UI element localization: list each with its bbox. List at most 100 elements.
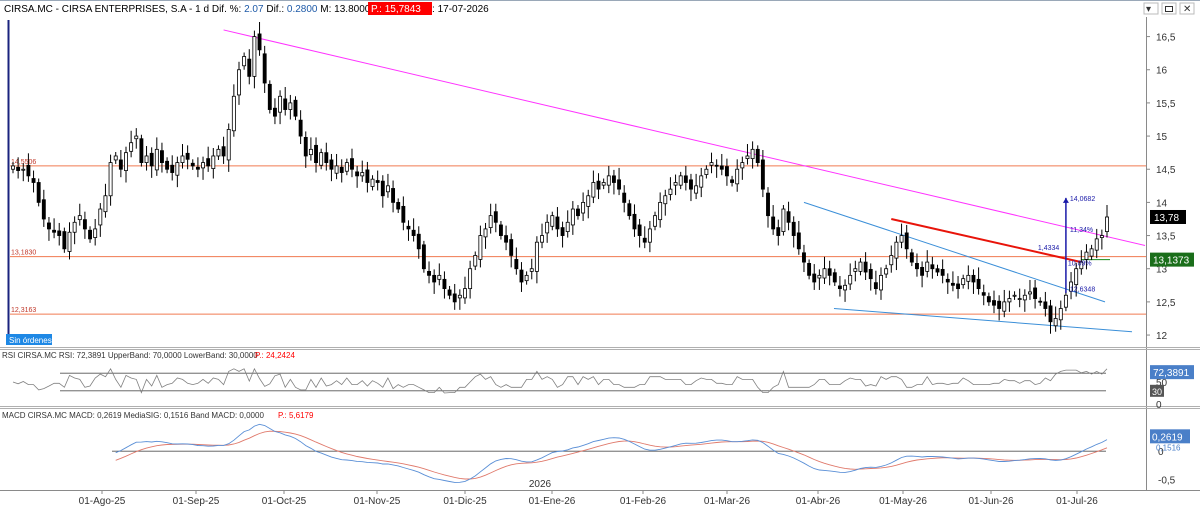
- candle-up: [1084, 251, 1089, 260]
- candle-up: [72, 221, 77, 233]
- candle-down: [776, 227, 781, 236]
- candle-up: [154, 148, 159, 171]
- candle-up: [966, 274, 971, 282]
- macd-header-p: P.: 5,6179: [278, 411, 314, 420]
- candle-up: [540, 235, 544, 243]
- year-label: 2026: [529, 479, 552, 490]
- candle-up: [884, 268, 889, 275]
- candle-up: [858, 261, 863, 272]
- candle-up: [848, 274, 853, 285]
- x-tick-label: 01-Oct-25: [262, 496, 307, 507]
- macd-y-label: -0,5: [1158, 476, 1176, 487]
- candle-down: [940, 268, 945, 276]
- x-tick-label: 01-Feb-26: [620, 496, 667, 507]
- y-tick-label: 16: [1156, 66, 1168, 77]
- measure-annotation: 10,09%: [1068, 260, 1092, 267]
- candle-down: [365, 169, 370, 183]
- candle-up: [98, 208, 103, 226]
- close-button[interactable]: [1179, 2, 1195, 15]
- rsi-y-label: 50: [1156, 378, 1168, 389]
- rsi-band-label: 30: [1152, 387, 1162, 397]
- y-tick-label: 13,5: [1156, 232, 1176, 243]
- candle-down: [930, 264, 935, 270]
- last-price-box: [1150, 209, 1186, 224]
- candle-down: [298, 119, 303, 137]
- candle-up: [570, 208, 575, 226]
- candle-down: [950, 282, 955, 286]
- candle-down: [324, 152, 329, 164]
- candle-down: [909, 252, 914, 263]
- candle-down: [452, 293, 457, 303]
- candle-down: [190, 162, 195, 167]
- rsi-value-label: 72,3891: [1153, 368, 1190, 379]
- candle-down: [832, 272, 837, 283]
- candle-up: [1089, 248, 1094, 257]
- rsi-header-p: P.: 24,2424: [255, 351, 295, 360]
- candle-up: [370, 178, 375, 187]
- red-moving-average: [891, 218, 1082, 264]
- candle-down: [350, 158, 354, 170]
- candle-down: [355, 171, 360, 177]
- candle-down: [827, 268, 832, 276]
- candle-down: [1033, 287, 1038, 299]
- candle-up: [242, 56, 247, 67]
- candle-down: [945, 278, 950, 283]
- candle-up: [1058, 308, 1063, 321]
- candle-up: [226, 129, 231, 161]
- close-icon: ✕: [1183, 4, 1191, 15]
- candle-down: [170, 164, 175, 173]
- candle-down: [52, 229, 57, 233]
- candle-up: [1012, 294, 1017, 297]
- price-axis: 16,5 16 15,5 15 14,5 14 13,5 13 12,5 12 13,78 13,13…: [1146, 33, 1194, 342]
- candle-up: [134, 135, 139, 140]
- orders-badge[interactable]: [6, 334, 52, 345]
- candle-down: [956, 283, 960, 290]
- candle-down: [509, 239, 514, 256]
- candle-down: [416, 233, 421, 250]
- candle-down: [396, 201, 401, 210]
- candle-up: [488, 215, 493, 229]
- restore-button[interactable]: [1161, 2, 1177, 15]
- candle-up: [601, 182, 606, 186]
- candle-up: [473, 255, 478, 267]
- macd-line: [115, 423, 1108, 483]
- candle-down: [992, 300, 996, 306]
- y-tick-label: 12: [1156, 331, 1168, 342]
- level-label: 13,1830: [11, 250, 36, 257]
- candle-down: [160, 150, 164, 164]
- candle-up: [175, 162, 180, 176]
- candle-up: [231, 95, 236, 132]
- candle-down: [26, 164, 31, 177]
- candle-down: [421, 244, 426, 270]
- candle-down: [88, 229, 92, 240]
- candle-down: [1048, 305, 1053, 323]
- candle-down: [165, 160, 170, 170]
- ticker: CIRSA.MC: [4, 4, 53, 15]
- dif-label: Dif.:: [264, 4, 287, 15]
- x-tick-label: 01-Dic-25: [443, 496, 487, 507]
- candle-up: [581, 201, 586, 214]
- period: 1 d: [195, 4, 209, 15]
- candle-down: [303, 136, 308, 157]
- candle-up: [699, 175, 704, 188]
- minimize-button[interactable]: [1143, 2, 1159, 15]
- candle-up: [586, 195, 591, 207]
- rsi-pane: RSI CIRSA.MC RSI: 72,3891 UpperBand: 70,…: [2, 351, 1194, 411]
- x-tick-label: 01-Abr-26: [796, 496, 841, 507]
- macd-value-label: 0,2619: [1152, 432, 1183, 443]
- candle-up: [529, 268, 534, 272]
- candle-down: [504, 235, 509, 243]
- candle-up: [1069, 281, 1073, 292]
- candle-down: [611, 175, 616, 183]
- candle-up: [437, 274, 442, 280]
- candle-up: [1094, 238, 1099, 251]
- candle-down: [185, 152, 190, 160]
- candle-up: [201, 162, 205, 169]
- candle-up: [11, 165, 15, 170]
- candle-up: [77, 215, 82, 221]
- candle-down: [16, 166, 21, 171]
- candle-down: [760, 159, 765, 190]
- candle-down: [329, 159, 334, 170]
- candle-up: [653, 215, 657, 227]
